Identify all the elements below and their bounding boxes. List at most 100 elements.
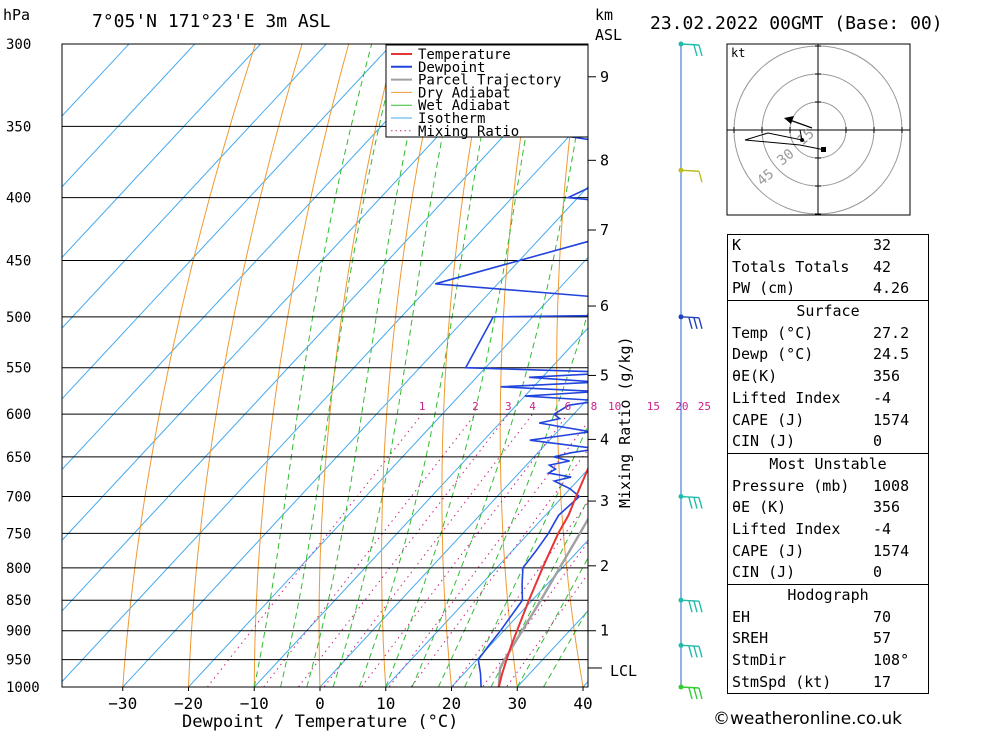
pressure-tick-label: 950 (6, 653, 31, 669)
surface-li-label: Lifted Index (732, 388, 841, 407)
wind-barb-shaft (680, 169, 700, 172)
mu-cin-label: CIN (J) (732, 563, 796, 582)
wind-barb-shaft (680, 686, 700, 689)
legend-label: Isotherm (418, 111, 485, 127)
wet-adiabat-line (332, 44, 462, 687)
wind-barb-flag (688, 687, 693, 700)
mu-theta-label: θE (K) (732, 498, 787, 517)
x-tick-label: 0 (315, 694, 325, 713)
km-tick-label: 8 (600, 151, 609, 169)
wind-barb-shaft (680, 316, 700, 319)
wind-barb-shaft (680, 599, 700, 602)
mixing-ratio-line (297, 413, 509, 687)
x-tick-label: 20 (442, 694, 461, 713)
dewpoint-line (435, 44, 588, 687)
totals-label: Totals Totals (732, 257, 850, 276)
hodograph-marker (800, 138, 804, 142)
wind-barb-flag (688, 497, 693, 509)
surface-cin-value: 0 (873, 432, 883, 451)
legend-label: Wet Adiabat (418, 98, 511, 114)
plot-frame (61, 43, 589, 688)
x-tick-label: −10 (240, 694, 269, 713)
km-tick-label: 4 (600, 430, 609, 448)
isotherm-line (253, 327, 588, 687)
x-tick-label: −30 (108, 694, 137, 713)
surface-theta-label: θE(K) (732, 367, 778, 386)
wind-barb-flag (693, 44, 698, 57)
wind-barb-flag (698, 646, 703, 658)
mixing-ratio-axis-label: Mixing Ratio (g/kg) (616, 336, 634, 508)
km-label: km (595, 6, 613, 24)
lcl-label: LCL (610, 662, 637, 680)
stmdir-value: 108° (873, 651, 910, 670)
hodograph-stats-title: Hodograph (787, 586, 869, 604)
mu-theta-value: 356 (873, 498, 901, 517)
mixing-ratio-label: 20 (675, 400, 688, 413)
wind-barb-flag (693, 646, 698, 658)
mu-li-value: -4 (873, 519, 892, 538)
wind-barb-flag (688, 601, 693, 613)
dry-adiabat-line (253, 44, 350, 687)
wind-barb-flag (698, 497, 703, 509)
km-tick-label: 7 (600, 221, 609, 239)
pressure-tick-label: 450 (6, 254, 31, 270)
dry-adiabat-line (122, 44, 256, 687)
surface-cape-label: CAPE (J) (732, 410, 805, 429)
hpa-label: hPa (3, 6, 30, 24)
km-tick-label: 5 (600, 366, 609, 384)
pw-value: 4.26 (873, 279, 910, 298)
dry-adiabat-line (318, 44, 396, 687)
pressure-tick-label: 850 (6, 593, 31, 609)
mixing-ratio-label: 10 (608, 400, 621, 413)
wind-barb-shaft (680, 495, 700, 499)
x-tick-label: 10 (376, 694, 395, 713)
mixing-ratio-label: 25 (698, 400, 711, 413)
legend-label: Temperature (418, 47, 511, 63)
location-title: 7°05'N 171°23'E 3m ASL (92, 11, 331, 32)
storm-motion-arrowhead (784, 116, 794, 124)
wet-adiabat-line (306, 44, 429, 687)
x-tick-label: −20 (174, 694, 203, 713)
mixing-ratio-line (360, 413, 569, 687)
isotherm-line (62, 115, 588, 683)
k-label: K (732, 236, 742, 254)
mixing-ratio-label: 8 (591, 400, 598, 413)
legend-label: Dry Adiabat (418, 85, 511, 101)
mixing-ratio-line (388, 421, 588, 687)
surface-temp-label: Temp (°C) (732, 323, 814, 342)
background-lines (62, 44, 588, 687)
pressure-tick-label: 600 (6, 407, 31, 423)
isotherm-line (319, 398, 588, 687)
isotherm-line (450, 539, 588, 687)
isotherm-line (62, 44, 196, 188)
x-tick-label: 40 (573, 694, 592, 713)
credit-text[interactable]: ©weatheronline.co.uk (713, 709, 903, 729)
x-tick-label: 30 (508, 694, 527, 713)
mu-cape-label: CAPE (J) (732, 541, 805, 560)
eh-value: 70 (873, 607, 892, 626)
wind-barb-flag (698, 171, 703, 183)
km-axis: 9 8 7 6 5 4 3 2 1 (587, 44, 609, 687)
mu-cin-value: 0 (873, 563, 883, 582)
mixing-ratio-label: 1 (419, 400, 426, 413)
km-tick-label: 1 (600, 622, 609, 640)
asl-label: ASL (595, 26, 622, 44)
hodograph-unit-label: kt (731, 46, 745, 60)
mixing-ratio-line (262, 413, 476, 687)
isotherm-line (385, 468, 588, 687)
wet-adiabat-line (464, 424, 588, 687)
isotherm-line (62, 44, 459, 471)
pressure-tick-label: 750 (6, 526, 31, 542)
isotherm-line (122, 185, 588, 687)
pw-label: PW (cm) (732, 279, 796, 298)
k-value: 32 (873, 236, 892, 254)
wind-barb-flag (688, 646, 693, 658)
wind-barb-shaft (680, 43, 700, 46)
isotherm-line (62, 44, 327, 329)
dry-adiabat-line (187, 44, 303, 687)
sreh-value: 57 (873, 629, 892, 648)
surface-cin-label: CIN (J) (732, 432, 796, 451)
pressure-tick-label: 500 (6, 310, 31, 326)
mixing-ratio-label: 15 (647, 400, 660, 413)
